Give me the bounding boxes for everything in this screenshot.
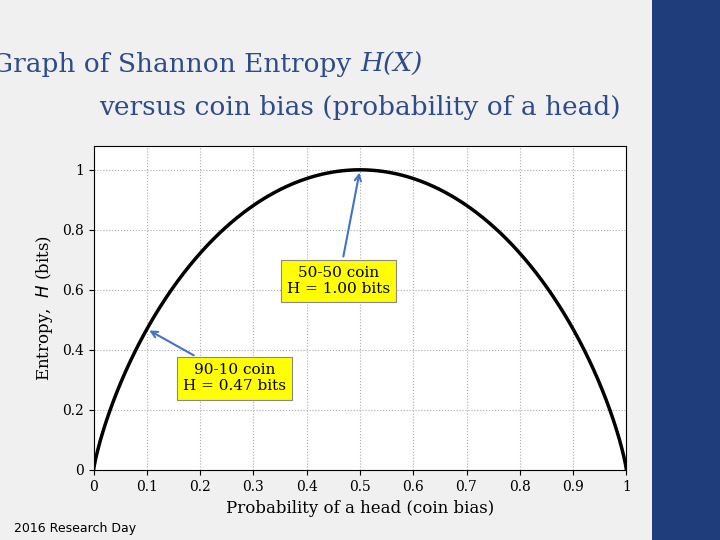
Text: versus coin bias (probability of a head): versus coin bias (probability of a head) xyxy=(99,96,621,120)
Text: Graph of Shannon Entropy: Graph of Shannon Entropy xyxy=(0,52,360,77)
Text: 2016 Research Day: 2016 Research Day xyxy=(14,522,137,535)
Y-axis label: Entropy,  $H$ (bits): Entropy, $H$ (bits) xyxy=(34,235,55,381)
X-axis label: Probability of a head (coin bias): Probability of a head (coin bias) xyxy=(226,501,494,517)
Text: 90-10 coin
H = 0.47 bits: 90-10 coin H = 0.47 bits xyxy=(151,332,287,394)
Text: H(X): H(X) xyxy=(360,52,422,77)
Text: 50-50 coin
H = 1.00 bits: 50-50 coin H = 1.00 bits xyxy=(287,175,390,296)
